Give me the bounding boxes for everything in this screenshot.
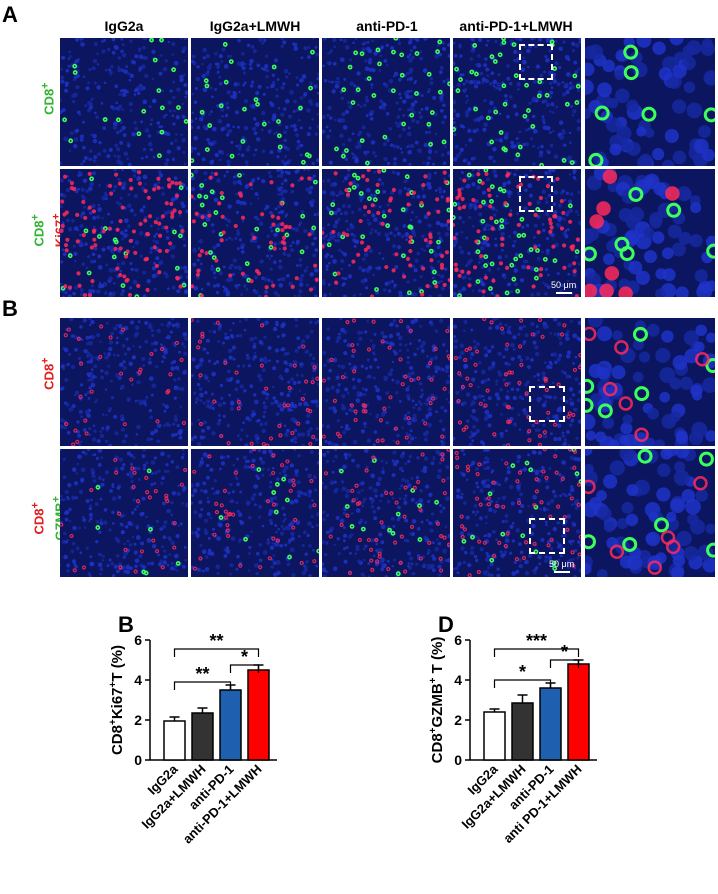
column-title-anti-pd1: anti-PD-1 xyxy=(356,18,418,34)
zoom-region-box-a2 xyxy=(519,176,553,212)
micrograph-b-r1-c4 xyxy=(453,318,581,446)
panel-b-label: B xyxy=(2,296,18,321)
chart-b-significance-label-2: ** xyxy=(195,664,209,684)
micrograph-a-r2-zoom xyxy=(585,169,715,297)
chart-b-bar-3 xyxy=(247,669,270,761)
chart-d-bar-3 xyxy=(567,663,590,761)
row-label-b-cd8: CD8+ xyxy=(39,357,57,390)
chart-b-y-tick-label-1: 2 xyxy=(134,712,142,728)
row-label-a-cd8: CD8+ xyxy=(39,82,57,115)
chart-b-significance-label-0: ** xyxy=(209,631,223,651)
micrograph-a-r2-c4 xyxy=(453,169,581,297)
chart-b-significance-bracket-2 xyxy=(173,681,232,690)
micrograph-a-r1-c4 xyxy=(453,38,581,166)
chart-d-significance-bracket-0 xyxy=(493,648,580,657)
chart-b-bar-0 xyxy=(163,720,186,761)
chart-b-bar-2 xyxy=(219,689,242,761)
micrograph-b-r2-c4 xyxy=(453,449,581,577)
chart-b-panel-label: B xyxy=(118,612,134,637)
chart-d-y-tick-label-1: 2 xyxy=(454,712,462,728)
chart-d-significance-label-1: * xyxy=(561,642,568,662)
micrograph-b-r2-c2 xyxy=(191,449,319,577)
zoom-region-box-b1 xyxy=(529,386,565,422)
chart-d-y-tick-label-3: 6 xyxy=(454,632,462,648)
chart-b-y-tick-label-2: 4 xyxy=(134,672,142,688)
chart-d-y-tick-label-2: 4 xyxy=(454,672,462,688)
micrograph-b-r1-c2 xyxy=(191,318,319,446)
micrograph-a-r1-c3 xyxy=(322,38,450,166)
scale-bar-label-b: 50 μm xyxy=(549,559,575,569)
chart-d-y-axis-label: CD8+GZMB+ T (%) xyxy=(428,637,446,764)
chart-d-y-tick-label-0: 0 xyxy=(454,752,462,768)
micrograph-b-r2-zoom xyxy=(585,449,715,577)
zoom-region-box-a1 xyxy=(519,44,553,80)
micrograph-a-r2-c1 xyxy=(60,169,188,297)
chart-d-significance-bracket-2 xyxy=(493,679,552,688)
micrograph-a-r1-c1 xyxy=(60,38,188,166)
micrograph-b-r1-c3 xyxy=(322,318,450,446)
micrograph-b-r1-c1 xyxy=(60,318,188,446)
chart-b-significance-label-1: * xyxy=(241,647,248,667)
panel-a-label: A xyxy=(2,2,18,27)
micrograph-a-r1-c2 xyxy=(191,38,319,166)
column-title-igg2a: IgG2a xyxy=(104,18,144,34)
chart-d-bar-1 xyxy=(511,702,534,761)
micrograph-b-r2-c3 xyxy=(322,449,450,577)
chart-d-bar-2 xyxy=(539,687,562,761)
chart-b-significance-bracket-1 xyxy=(229,664,260,673)
column-title-anti-pd1-lmwh: anti-PD-1+LMWH xyxy=(459,18,573,34)
scale-bar-label-a: 50 μm xyxy=(551,280,577,290)
zoom-region-box-b2 xyxy=(529,518,565,554)
chart-b-bar-1 xyxy=(191,712,214,761)
chart-b-y-axis-label: CD8+Ki67+T (%) xyxy=(108,645,126,755)
chart-d-significance-label-0: *** xyxy=(526,631,547,651)
chart-d-bar-0 xyxy=(483,711,506,761)
scale-bar-b xyxy=(554,571,570,573)
micrograph-a-r2-c3 xyxy=(322,169,450,297)
micrograph-b-r1-zoom xyxy=(585,318,715,446)
chart-b-significance-bracket-0 xyxy=(173,648,260,657)
chart-d-significance-bracket-1 xyxy=(549,659,580,668)
chart-d-panel-label: D xyxy=(438,612,454,637)
column-title-igg2a-lmwh: IgG2a+LMWH xyxy=(209,18,301,34)
micrograph-a-r2-c2 xyxy=(191,169,319,297)
micrograph-b-r2-c1 xyxy=(60,449,188,577)
chart-b-y-tick-label-0: 0 xyxy=(134,752,142,768)
chart-b-y-tick-label-3: 6 xyxy=(134,632,142,648)
chart-d-significance-label-2: * xyxy=(519,662,526,682)
micrograph-a-r1-zoom xyxy=(585,38,715,166)
scale-bar-a xyxy=(556,292,572,294)
